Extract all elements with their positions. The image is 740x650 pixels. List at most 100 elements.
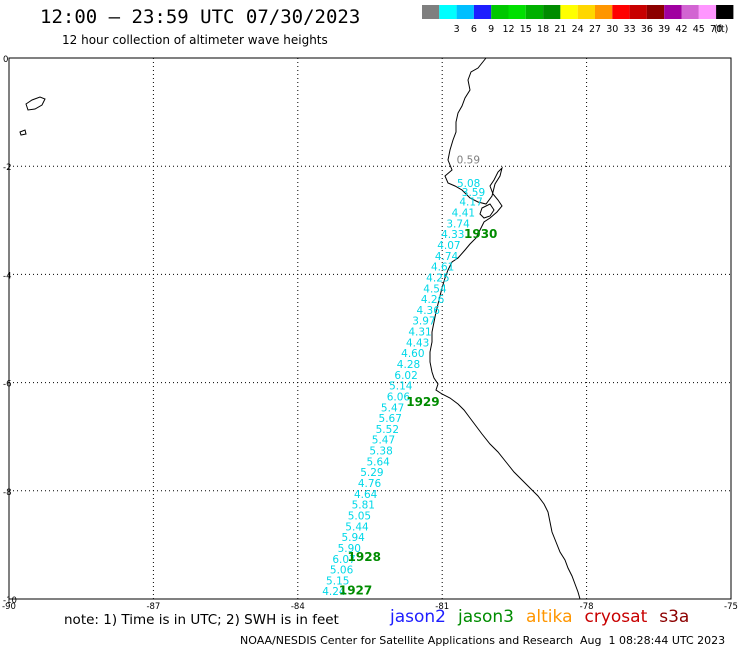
wave-height-label: 4.24 <box>322 586 346 598</box>
wave-height-label: 5.52 <box>376 424 399 436</box>
wave-height-label: 5.67 <box>379 413 402 425</box>
lat-lon-grid <box>9 58 731 599</box>
map-title: 12:00 – 23:59 UTC 07/30/2023 <box>40 6 361 28</box>
lat-tick-label: -4 <box>3 271 11 281</box>
legend-swatch <box>439 5 457 19</box>
wave-height-label: 5.44 <box>345 521 369 533</box>
legend-swatch <box>525 5 544 19</box>
legend-swatch <box>543 5 561 19</box>
pass-time-label: 1927 <box>339 584 372 598</box>
legend-label: 70 <box>710 24 722 35</box>
wave-height-label: 0.59 <box>457 154 480 166</box>
legend-swatch <box>595 5 613 19</box>
wave-height-label: 3.59 <box>462 187 485 199</box>
wave-height-label: 4.60 <box>401 348 424 360</box>
legend-label: 33 <box>624 24 636 35</box>
galapagos-island-small <box>19 129 27 136</box>
legend-swatch <box>681 5 699 19</box>
legend-label: 15 <box>520 24 532 35</box>
wave-height-label: 5.81 <box>352 500 375 512</box>
legend-unit: (ft) <box>714 24 728 35</box>
map-frame <box>8 57 732 600</box>
wave-height-label: 5.08 <box>457 178 480 190</box>
satellite-legend: jason2 jason3 altika cryosat s3a <box>390 607 701 627</box>
legend-swatch <box>664 5 682 19</box>
lon-tick-label: -81 <box>435 602 449 612</box>
map-subtitle: 12 hour collection of altimeter wave hei… <box>62 33 328 47</box>
wave-height-label: 5.47 <box>372 435 395 447</box>
generated-timestamp: Aug 1 08:28:44 UTC 2023 <box>580 634 726 647</box>
legend-label: 45 <box>693 24 705 35</box>
axis-tick-labels: -90 -87 -84 -81 -78 -75 0 -2 -4 -6 -8 -10 <box>2 55 738 612</box>
legend-swatch <box>473 5 492 19</box>
legend-label: 18 <box>537 24 549 35</box>
wave-height-label: 5.38 <box>369 446 392 458</box>
satellite-jason2: jason2 <box>390 607 446 627</box>
legend-label: 39 <box>658 24 670 35</box>
legend-label: 9 <box>488 24 494 35</box>
lon-tick-label: -75 <box>724 602 738 612</box>
pass-time-label: 1929 <box>406 395 439 409</box>
lon-tick-label: -78 <box>580 602 594 612</box>
wave-height-label: 4.26 <box>421 294 445 306</box>
wave-height-label: 4.54 <box>423 283 447 295</box>
legend-label: 42 <box>675 24 687 35</box>
wave-height-label: 4.76 <box>358 478 382 490</box>
legend-label: 21 <box>554 24 566 35</box>
wave-height-label: 5.05 <box>348 510 371 522</box>
legend-label: 36 <box>641 24 653 35</box>
wave-height-label: 4.17 <box>459 197 482 209</box>
legend-swatch <box>456 5 474 19</box>
legend-swatch <box>646 5 665 19</box>
pass-time-labels: 1930 1929 1928 1927 <box>339 227 498 598</box>
wave-height-label: 3.97 <box>412 316 435 328</box>
wave-height-label: 4.36 <box>417 305 441 317</box>
coastline <box>429 57 581 600</box>
lat-tick-label: -8 <box>3 488 11 498</box>
wave-height-label: 5.15 <box>326 575 349 587</box>
legend-label: 27 <box>589 24 601 35</box>
galapagos-island-isabela <box>25 96 46 111</box>
legend-swatch <box>508 5 526 19</box>
wave-height-label: 5.47 <box>381 402 404 414</box>
wave-height-label: 4.31 <box>408 327 431 339</box>
wave-height-label: 6.07 <box>332 554 355 566</box>
credit-line: NOAA/NESDIS Center for Satellite Applica… <box>240 634 574 647</box>
wave-height-label: 4.28 <box>397 359 420 371</box>
pass-time-label: 1930 <box>464 227 497 241</box>
wave-height-label: 5.29 <box>360 467 383 479</box>
legend-label: 24 <box>572 24 584 35</box>
puna-island <box>479 203 495 219</box>
footnote: note: 1) Time is in UTC; 2) SWH is in fe… <box>64 612 339 628</box>
wave-height-label: 5.94 <box>341 532 365 544</box>
wave-height-label: 3.74 <box>446 218 470 230</box>
legend-swatch <box>629 5 647 19</box>
wave-height-label: 5.90 <box>338 543 361 555</box>
satellite-altika: altika <box>526 607 573 627</box>
wave-height-label: 6.06 <box>387 391 411 403</box>
wave-height-label: 4.25 <box>426 272 449 284</box>
wave-height-label: 5.14 <box>389 381 413 393</box>
wave-height-labels: 0.59 5.083.594.174.413.744.334.074.744.61… <box>322 154 485 598</box>
legend-label: 30 <box>606 24 618 35</box>
wave-height-label: 4.41 <box>452 208 475 220</box>
legend-label: 6 <box>471 24 477 35</box>
wave-height-label: 4.64 <box>354 489 378 501</box>
wave-height-label: 4.33 <box>441 229 464 241</box>
wave-height-label: 6.02 <box>394 370 417 382</box>
legend-swatch <box>716 5 734 19</box>
satellite-cryosat: cryosat <box>584 607 648 627</box>
wave-height-label: 4.07 <box>437 240 460 252</box>
lon-tick-label: -90 <box>2 602 16 612</box>
lon-tick-label: -84 <box>291 602 305 612</box>
wave-height-label: 5.06 <box>330 565 354 577</box>
lat-tick-label: -10 <box>3 596 17 606</box>
satellite-s3a: s3a <box>659 607 690 627</box>
wave-height-label: 4.74 <box>435 251 459 263</box>
satellite-jason3: jason3 <box>458 607 514 627</box>
legend-swatch <box>612 5 630 19</box>
lat-tick-label: -2 <box>3 163 11 173</box>
legend-swatch <box>577 5 595 19</box>
legend-swatch <box>560 5 578 19</box>
